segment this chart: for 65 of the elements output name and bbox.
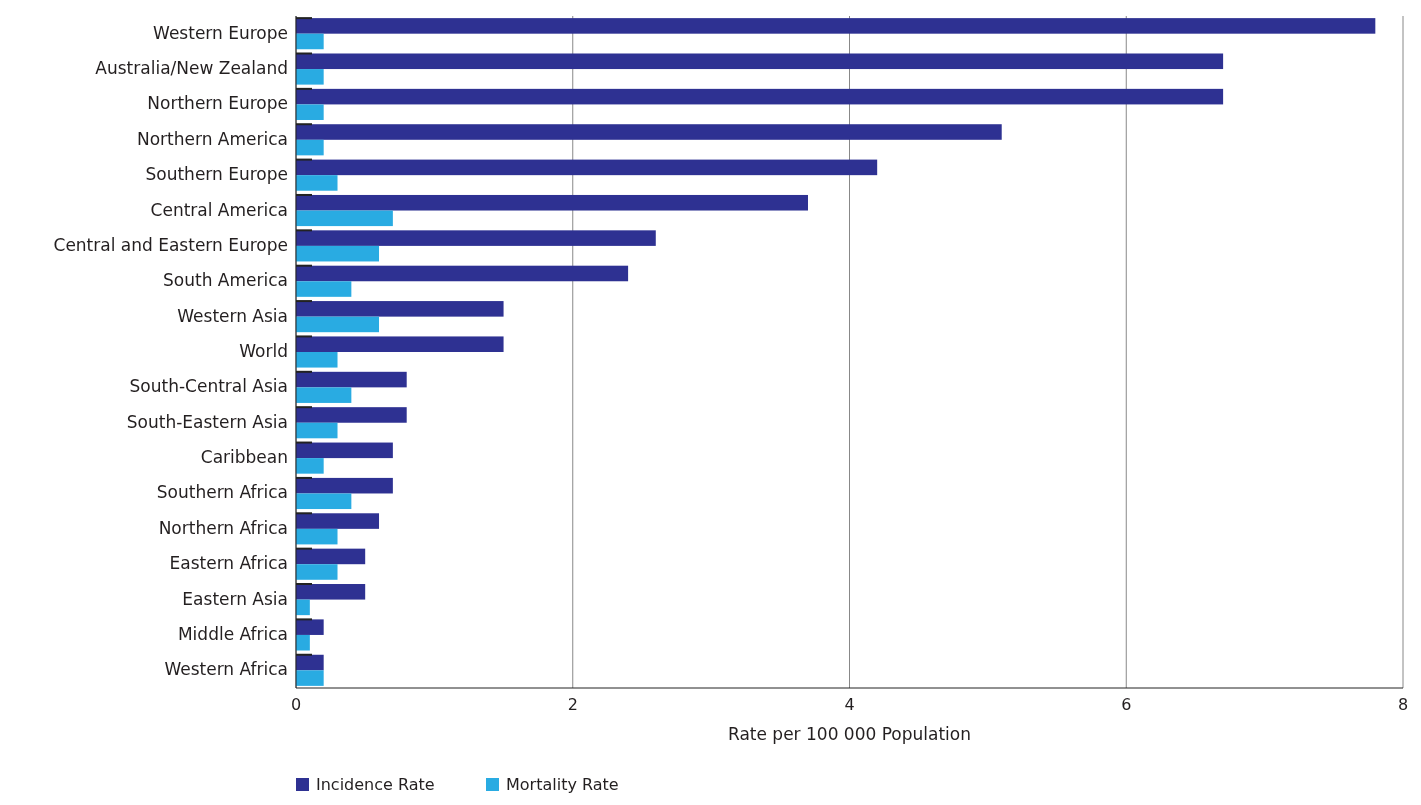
y-tick-label: World (239, 341, 288, 361)
bar (296, 175, 338, 191)
bar (296, 124, 1002, 140)
bar (296, 18, 1376, 34)
x-tick-label: 8 (1397, 695, 1409, 714)
y-tick-label: Australia/New Zealand (95, 58, 288, 79)
bar (296, 245, 380, 262)
y-tick-label: Southern Europe (145, 164, 288, 185)
y-tick-label: Western Europe (153, 22, 288, 43)
x-tick-label: 6 (1121, 695, 1132, 714)
bar (296, 584, 366, 600)
legend-label: Mortality Rate (506, 774, 619, 794)
y-tick-label: Eastern Africa (169, 553, 288, 574)
y-tick-label: Eastern Asia (182, 588, 288, 609)
y-tick-label: Central and Eastern Europe (53, 234, 288, 255)
bar (296, 265, 629, 282)
bar (296, 654, 324, 671)
bar (296, 69, 324, 85)
bar (296, 281, 352, 297)
y-tick-label: Western Asia (177, 305, 288, 326)
bar (296, 139, 324, 156)
bar (296, 407, 407, 423)
bar (296, 336, 504, 352)
bar (296, 371, 407, 388)
bar (296, 477, 393, 494)
bar (296, 599, 310, 616)
y-tick-label: Southern Africa (156, 482, 288, 503)
bar (296, 194, 808, 211)
bar (296, 352, 338, 368)
bar (296, 230, 656, 246)
y-tick-label: Western Africa (164, 659, 288, 680)
x-axis-title: Rate per 100 000 Population (727, 724, 972, 744)
bar (296, 387, 352, 403)
bar (296, 422, 338, 439)
bar (296, 210, 393, 227)
bar (296, 634, 310, 651)
y-tick-label: Middle Africa (177, 623, 288, 644)
bar (296, 33, 324, 50)
bar (296, 670, 324, 686)
bar (296, 104, 324, 120)
y-tick-label: South-Eastern Asia (126, 411, 288, 432)
bar (296, 513, 380, 529)
bar (296, 619, 324, 635)
y-tick-label: Northern America (137, 128, 288, 149)
bar (296, 53, 1224, 70)
x-tick-label: 2 (567, 695, 578, 714)
y-tick-label: Northern Africa (158, 517, 288, 538)
x-tick-label: 0 (290, 695, 302, 714)
bar (296, 458, 324, 474)
y-tick-label: Northern Europe (147, 93, 288, 114)
y-tick-label: Caribbean (200, 447, 288, 468)
bar (296, 316, 380, 333)
y-tick-label: South America (163, 270, 288, 291)
bar (296, 301, 504, 317)
bar (296, 564, 338, 580)
y-tick-label: Central America (150, 199, 288, 220)
y-tick-label: South-Central Asia (129, 376, 288, 397)
bar (296, 159, 878, 176)
x-tick-label: 4 (844, 695, 855, 714)
bar (296, 528, 338, 545)
legend-label: Incidence Rate (316, 774, 435, 794)
bar (296, 442, 393, 459)
bar (296, 88, 1224, 105)
bar (296, 548, 366, 565)
bar (296, 493, 352, 510)
